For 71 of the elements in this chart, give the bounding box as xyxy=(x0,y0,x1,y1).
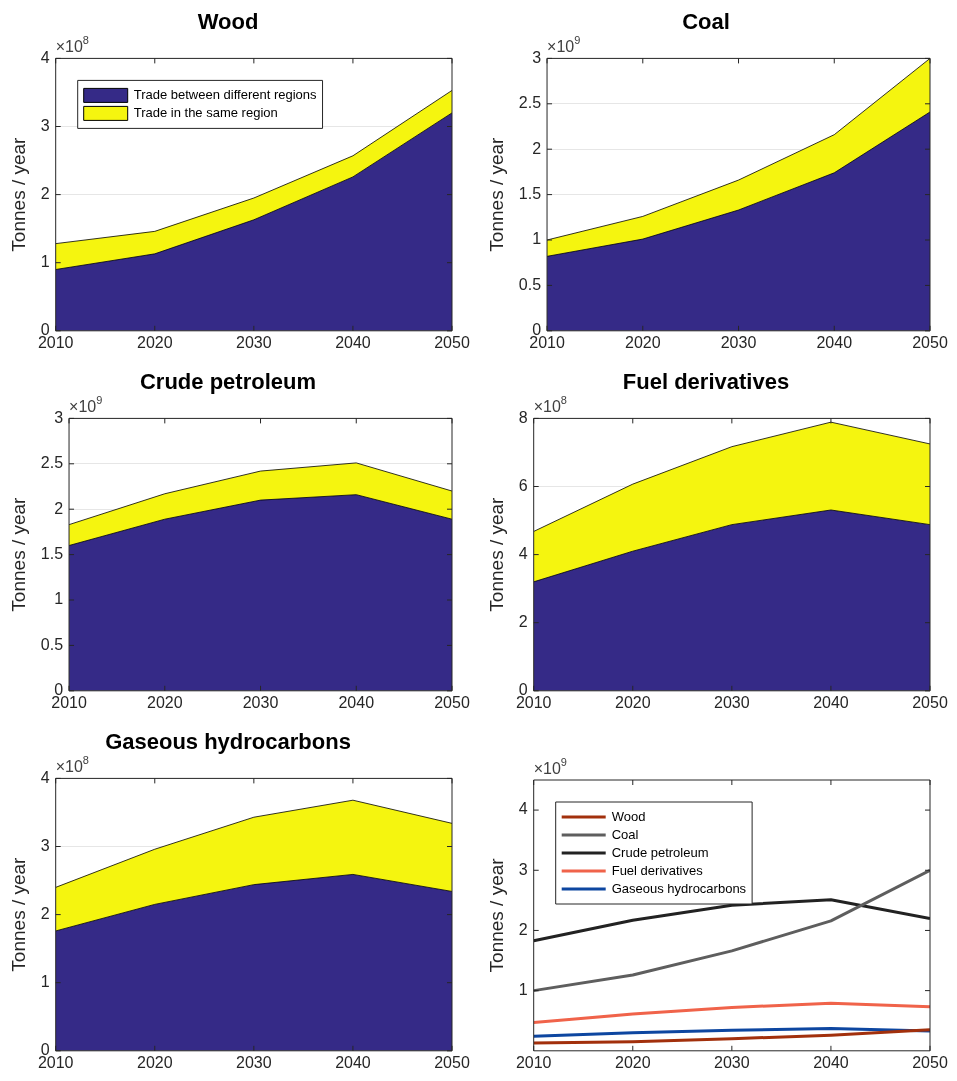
legend-label: Trade in the same region xyxy=(133,104,278,120)
x-tick-label: 2040 xyxy=(813,693,849,711)
legend-label: Fuel derivatives xyxy=(611,862,704,878)
x-tick-label: 2010 xyxy=(515,1053,552,1071)
y-axis-title: Tonnes / year xyxy=(7,496,29,612)
x-tick-label: 2040 xyxy=(335,333,371,351)
y-tick-label: 4 xyxy=(518,545,528,563)
x-tick-label: 2030 xyxy=(236,1053,272,1071)
y-tick-label: 2 xyxy=(532,139,542,157)
x-tick-label: 2050 xyxy=(434,333,470,351)
y-tick-label: 4 xyxy=(40,48,50,66)
x-tick-label: 2020 xyxy=(146,693,183,711)
y-tick-label: 3 xyxy=(532,48,542,66)
y-tick-label: 2 xyxy=(40,905,50,923)
x-tick-label: 2020 xyxy=(614,693,651,711)
x-tick-label: 2050 xyxy=(912,693,948,711)
y-tick-label: 2 xyxy=(518,920,528,938)
y-tick-label: 0.5 xyxy=(518,275,542,293)
legend-label: Crude petroleum xyxy=(611,844,709,860)
legend-label: Gaseous hydrocarbons xyxy=(611,880,747,896)
x-tick-label: 2050 xyxy=(912,1053,948,1071)
y-axis-title: Tonnes / year xyxy=(485,857,507,973)
x-tick-label: 2040 xyxy=(813,1053,849,1071)
y-axis-title: Tonnes / year xyxy=(7,856,29,972)
y-tick-label: 3 xyxy=(54,408,64,426)
chart-title: Crude petroleum xyxy=(139,369,317,395)
y-tick-label: 1.5 xyxy=(518,185,542,203)
x-tick-label: 2020 xyxy=(136,1053,173,1071)
y-tick-label: 4 xyxy=(518,800,528,818)
y-tick-label: 3 xyxy=(40,116,50,134)
y-tick-label: 2 xyxy=(40,185,50,203)
y-tick-label: 1 xyxy=(40,253,50,271)
x-tick-label: 2030 xyxy=(242,693,279,711)
y-tick-label: 6 xyxy=(518,476,528,494)
y-tick-label: 1 xyxy=(518,981,528,999)
y-tick-label: 3 xyxy=(40,836,50,854)
y-tick-label: 1 xyxy=(54,590,64,608)
y-tick-label: 2.5 xyxy=(40,454,64,472)
y-tick-label: 2.5 xyxy=(518,94,542,112)
y-tick-label: 2 xyxy=(54,499,64,517)
y-axis-title: Tonnes / year xyxy=(7,136,29,252)
y-axis-title: Tonnes / year xyxy=(485,496,507,612)
x-tick-label: 2030 xyxy=(714,693,750,711)
y-tick-label: 1.5 xyxy=(40,545,64,563)
chart-title: Coal xyxy=(682,9,730,35)
legend-label: Trade between different regions xyxy=(133,86,318,102)
x-tick-label: 2050 xyxy=(434,693,470,711)
x-tick-label: 2050 xyxy=(912,333,948,351)
y-tick-label: 4 xyxy=(40,768,50,786)
x-tick-label: 2040 xyxy=(338,693,375,711)
x-tick-label: 2030 xyxy=(720,333,757,351)
y-tick-label: 8 xyxy=(518,408,528,426)
legend-label: Coal xyxy=(611,826,639,842)
x-tick-label: 2030 xyxy=(236,333,272,351)
x-tick-label: 2020 xyxy=(614,1053,651,1071)
x-tick-label: 2050 xyxy=(434,1053,470,1071)
y-tick-label: 2 xyxy=(518,613,528,631)
y-axis-title: Tonnes / year xyxy=(485,136,507,252)
y-tick-label: 3 xyxy=(518,860,528,878)
y-tick-label: 1 xyxy=(40,973,50,991)
x-tick-label: 2040 xyxy=(816,333,853,351)
x-tick-label: 2040 xyxy=(335,1053,371,1071)
y-tick-label: 1 xyxy=(532,230,542,248)
legend-label: Wood xyxy=(611,808,646,824)
chart-title: Wood xyxy=(197,9,259,35)
chart-title: Gaseous hydrocarbons xyxy=(105,729,351,755)
x-tick-label: 2020 xyxy=(136,333,173,351)
y-tick-label: 0.5 xyxy=(40,635,64,653)
x-tick-label: 2020 xyxy=(624,333,661,351)
chart-title: Fuel derivatives xyxy=(622,369,790,395)
x-tick-label: 2030 xyxy=(714,1053,750,1071)
